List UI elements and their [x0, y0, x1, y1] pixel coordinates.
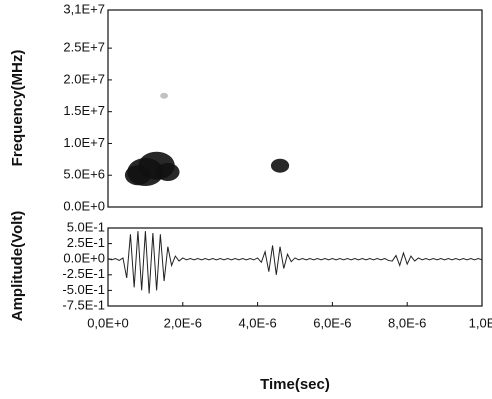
y-tick-label: 1.5E+7 [63, 103, 105, 118]
y-tick-label: -2.5E-1 [62, 266, 105, 281]
y-tick-label: 0.0E+0 [63, 251, 105, 266]
y-tick-label: 5.0E-1 [67, 219, 105, 234]
blob [160, 92, 169, 99]
x-tick-label: 4,0E-6 [238, 315, 276, 330]
x-tick-label: 8,0E-6 [388, 315, 426, 330]
y-tick-label: 1.0E+7 [63, 135, 105, 150]
x-axis-label: Time(sec) [260, 376, 330, 393]
blob [156, 163, 180, 182]
y-axis-label: Amplitude(Volt) [9, 211, 26, 322]
y-axis-label: Frequency(MHz) [9, 50, 26, 167]
y-tick-label: 3,1E+7 [63, 1, 105, 16]
y-tick-label: 2.5E+7 [63, 40, 105, 55]
waveform [107, 231, 483, 294]
blob [270, 158, 290, 173]
x-tick-label: 2,0E-6 [164, 315, 202, 330]
y-tick-label: 0.0E+0 [63, 198, 105, 213]
plot-frame [107, 227, 483, 307]
x-tick-label: 6,0E-6 [313, 315, 351, 330]
y-tick-label: -5.0E-1 [62, 282, 105, 297]
x-tick-label: 1,0E [469, 315, 492, 330]
x-tick-label: 0,0E+0 [87, 315, 129, 330]
y-tick-label: 5.0E+6 [63, 167, 105, 182]
y-tick-label: 2.5E-1 [67, 235, 105, 250]
plot-frame [107, 9, 483, 208]
y-tick-label: -7.5E-1 [62, 297, 105, 312]
y-tick-label: 2.0E+7 [63, 71, 105, 86]
